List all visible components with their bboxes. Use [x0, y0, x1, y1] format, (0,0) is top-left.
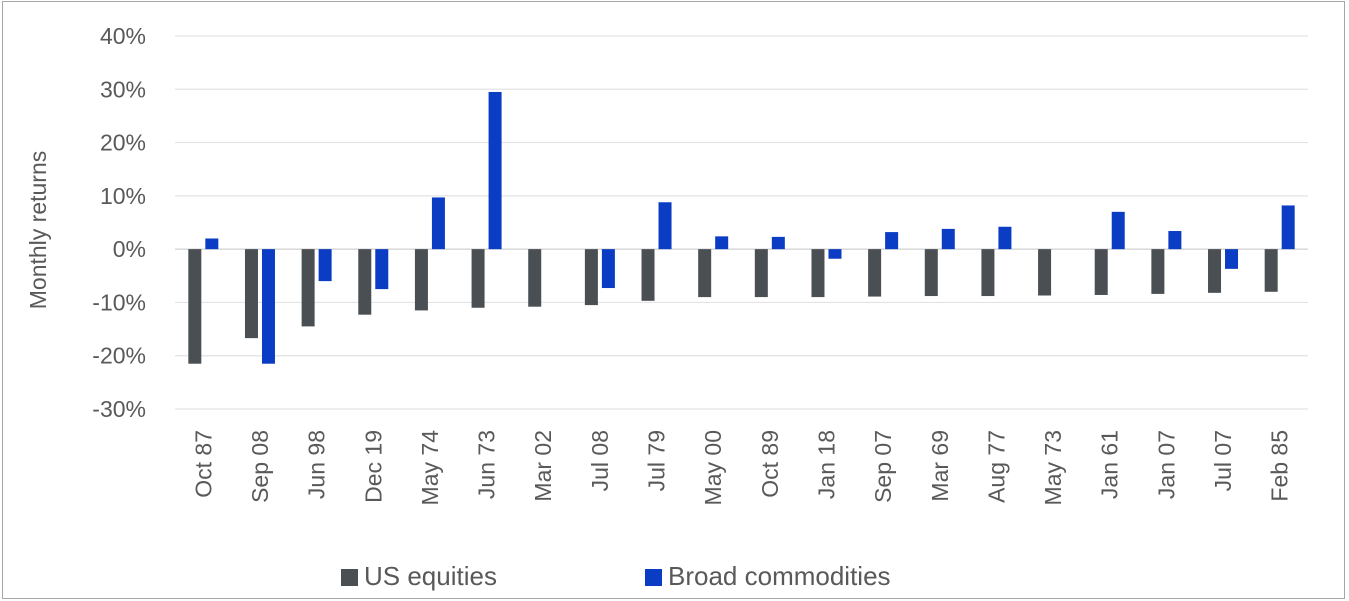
- bar-us-equities-may-00: [698, 249, 712, 298]
- bars: [188, 91, 1295, 364]
- y-tick-label: 40%: [100, 23, 146, 49]
- bar-broad-commodities-jun-98: [318, 249, 332, 282]
- x-tick-label: Aug 77: [983, 430, 1009, 503]
- x-tick-label: Jan 07: [1153, 430, 1179, 499]
- bar-broad-commodities-jul-07: [1225, 249, 1239, 269]
- bar-broad-commodities-oct-89: [771, 236, 785, 250]
- bar-broad-commodities-jan-07: [1168, 231, 1182, 250]
- bar-broad-commodities-jan-18: [828, 249, 842, 259]
- bar-us-equities-jun-73: [471, 249, 485, 308]
- bar-broad-commodities-jul-79: [658, 202, 672, 250]
- x-tick-label: Sep 08: [247, 430, 273, 503]
- bar-us-equities-oct-87: [188, 249, 202, 364]
- bar-us-equities-jun-98: [301, 249, 315, 327]
- bar-broad-commodities-feb-85: [1281, 205, 1295, 250]
- y-tick-label: -20%: [92, 343, 146, 369]
- legend-label-us-equities: US equities: [364, 561, 497, 591]
- bar-us-equities-jan-18: [811, 249, 825, 298]
- bar-us-equities-jan-61: [1094, 249, 1108, 295]
- bar-us-equities-jul-07: [1208, 249, 1222, 293]
- x-tick-label: May 00: [700, 430, 726, 505]
- x-tick-label: Mar 69: [927, 430, 953, 502]
- y-tick-label: 10%: [100, 183, 146, 209]
- x-tick-label: Sep 07: [870, 430, 896, 503]
- bar-us-equities-jul-08: [584, 249, 598, 306]
- bar-broad-commodities-jul-08: [601, 249, 615, 289]
- y-tick-label: 30%: [100, 76, 146, 102]
- bar-broad-commodities-oct-87: [205, 238, 219, 250]
- x-axis-ticks: Oct 87 Sep 08 Jun 98 Dec 19 May 74 Jun 73 Mar …: [190, 430, 1292, 506]
- bar-broad-commodities-sep-08: [261, 249, 275, 364]
- x-tick-label: Jul 07: [1210, 430, 1236, 491]
- bar-us-equities-sep-08: [244, 249, 258, 339]
- x-tick-label: Mar 02: [530, 430, 556, 502]
- bar-broad-commodities-sep-07: [885, 232, 899, 250]
- x-tick-label: Oct 89: [757, 430, 783, 498]
- bar-broad-commodities-mar-69: [941, 228, 955, 250]
- x-tick-label: Jun 98: [304, 430, 330, 499]
- bar-us-equities-may-74: [414, 249, 428, 311]
- y-tick-label: -10%: [92, 289, 146, 315]
- x-tick-label: Feb 85: [1267, 430, 1293, 502]
- legend: US equities Broad commodities: [341, 561, 891, 591]
- bar-us-equities-feb-85: [1264, 249, 1278, 292]
- x-tick-label: Jul 08: [587, 430, 613, 491]
- bar-us-equities-jul-79: [641, 249, 655, 301]
- bar-us-equities-dec-19: [358, 249, 372, 315]
- bar-us-equities-may-73: [1038, 249, 1052, 296]
- y-tick-label: 20%: [100, 130, 146, 156]
- bar-us-equities-jan-07: [1151, 249, 1165, 294]
- y-axis-ticks: 40% 30% 20% 10% 0% -10% -20% -30%: [92, 23, 146, 422]
- x-tick-label: Jul 79: [644, 430, 670, 491]
- x-tick-label: May 74: [417, 430, 443, 506]
- bar-us-equities-oct-89: [754, 249, 768, 298]
- x-tick-label: Jan 61: [1097, 430, 1123, 499]
- bar-broad-commodities-dec-19: [375, 249, 389, 290]
- y-tick-label: -30%: [92, 396, 146, 422]
- bar-us-equities-aug-77: [981, 249, 995, 297]
- gridlines: [175, 35, 1308, 410]
- bar-broad-commodities-jan-61: [1111, 211, 1125, 250]
- legend-label-broad-commodities: Broad commodities: [668, 561, 891, 591]
- x-tick-label: Oct 87: [190, 430, 216, 498]
- x-tick-label: Dec 19: [360, 430, 386, 503]
- bar-us-equities-sep-07: [868, 249, 882, 297]
- bar-broad-commodities-jun-73: [488, 91, 502, 250]
- bar-broad-commodities-may-00: [715, 236, 729, 250]
- x-tick-label: Jan 18: [813, 430, 839, 499]
- legend-swatch-broad-commodities: [645, 569, 662, 586]
- y-tick-label: 0%: [113, 236, 146, 262]
- x-tick-label: Jun 73: [474, 430, 500, 499]
- legend-swatch-us-equities: [341, 569, 358, 586]
- x-tick-label: May 73: [1040, 430, 1066, 505]
- y-axis-label: Monthly returns: [25, 151, 51, 310]
- bar-broad-commodities-may-74: [431, 197, 445, 250]
- bar-us-equities-mar-69: [924, 249, 938, 297]
- bar-broad-commodities-aug-77: [998, 226, 1012, 250]
- bar-us-equities-mar-02: [528, 249, 542, 307]
